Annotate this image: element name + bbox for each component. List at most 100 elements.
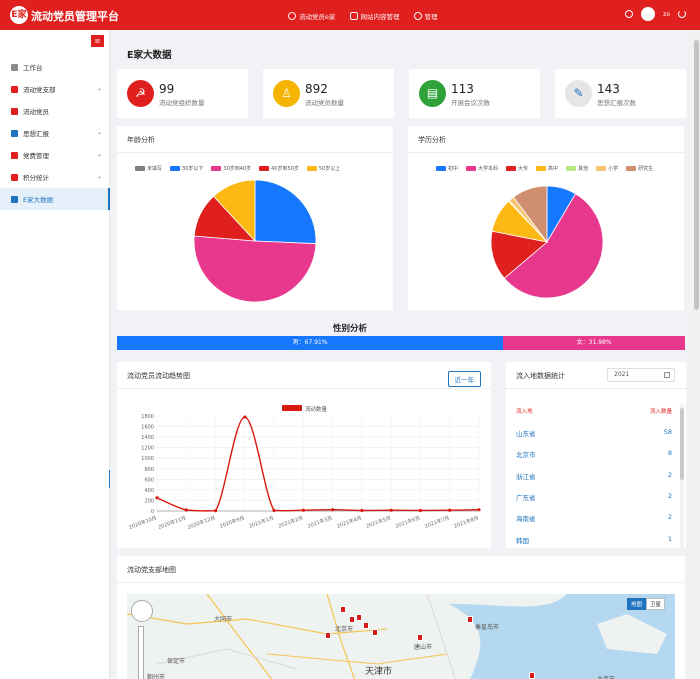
map-zoom-slider[interactable]: [138, 626, 144, 679]
pie-slice[interactable]: [512, 185, 548, 244]
pie-slice[interactable]: [193, 235, 317, 303]
nav-item-website-content[interactable]: 网站内容管理: [349, 9, 400, 23]
inflow-row[interactable]: 韩国 1: [516, 535, 672, 545]
pie-slice[interactable]: [490, 230, 548, 279]
panel-title: 流动党支部地图: [127, 566, 176, 574]
branch-marker[interactable]: [529, 672, 535, 679]
sidebar-item[interactable]: 工作台: [0, 56, 110, 78]
inflow-place[interactable]: 北京市: [516, 451, 536, 460]
legend-item[interactable]: 30岁到40岁: [211, 165, 251, 172]
inflow-place[interactable]: 广东省: [516, 493, 536, 502]
scroll-thumb[interactable]: [680, 408, 684, 480]
legend-item[interactable]: 小学: [596, 165, 618, 172]
branch-marker[interactable]: [340, 606, 346, 613]
inflow-row[interactable]: 浙江省 2: [516, 471, 672, 481]
inflow-row[interactable]: 广东省 2: [516, 492, 672, 502]
legend-label: 大学本科: [478, 166, 499, 172]
data-point[interactable]: [155, 496, 159, 500]
inflow-count: 2: [667, 470, 672, 479]
data-point[interactable]: [213, 509, 218, 513]
inflow-scrollbar[interactable]: [680, 404, 684, 554]
legend-item[interactable]: 50岁以上: [306, 165, 340, 172]
y-tick-label: 1600: [141, 425, 154, 431]
map-pan-control[interactable]: [131, 600, 153, 622]
map-place-label: 大同市: [214, 616, 233, 623]
data-point[interactable]: [448, 508, 452, 512]
satellite-view-button[interactable]: 卫星: [645, 598, 665, 610]
legend-item[interactable]: 研究生: [626, 165, 653, 172]
education-pie-chart: [490, 185, 604, 299]
nav-item-manage[interactable]: 管理: [413, 9, 438, 23]
user-name[interactable]: zo: [663, 10, 670, 18]
panel-title: 流动党员流动趋势图: [127, 372, 190, 380]
data-point[interactable]: [184, 508, 188, 512]
legend-item[interactable]: 30岁以下: [170, 165, 203, 172]
branch-marker[interactable]: [356, 614, 362, 621]
page-scrollbar[interactable]: [693, 30, 700, 679]
header-user-area: zo: [625, 7, 686, 21]
branch-marker[interactable]: [325, 632, 331, 639]
sidebar-item[interactable]: E家大数据: [0, 188, 110, 210]
inflow-count: 1: [667, 534, 672, 543]
legend-item[interactable]: 大专: [506, 165, 528, 172]
inflow-place[interactable]: 山东省: [516, 430, 536, 438]
chevron-down-icon: ⌄: [96, 151, 102, 158]
nav-item-member-home[interactable]: 流动党员e家: [288, 9, 336, 23]
legend-item[interactable]: 大学本科: [466, 165, 498, 172]
map-view-button[interactable]: 地图: [626, 598, 646, 610]
data-point[interactable]: [389, 508, 393, 512]
branch-marker[interactable]: [417, 634, 423, 641]
legend-label: 30岁到40岁: [223, 166, 252, 172]
data-point[interactable]: [301, 508, 305, 512]
inflow-table-header: 流入地 流入数量: [516, 407, 672, 415]
sidebar-item[interactable]: 思想汇报 ⌄: [0, 122, 110, 144]
branch-marker[interactable]: [349, 616, 355, 623]
menu-collapse-button[interactable]: ≡: [91, 35, 104, 47]
sidebar-item-label: 流动党支部: [23, 86, 56, 94]
year-picker[interactable]: 2021: [607, 368, 675, 382]
legend-swatch: [506, 166, 517, 171]
legend-swatch: [626, 166, 637, 171]
recent-year-button[interactable]: 近一年: [447, 371, 481, 387]
pie-slice[interactable]: [503, 193, 604, 299]
branch-marker[interactable]: [363, 622, 369, 629]
data-point[interactable]: [477, 508, 481, 512]
education-legend: 初中 大学本科 大专 高中 其他 小学 研究生: [436, 165, 666, 172]
avatar[interactable]: [641, 7, 656, 21]
message-icon[interactable]: [625, 10, 634, 18]
inflow-place[interactable]: 浙江省: [516, 472, 536, 481]
meeting-icon: ▤: [419, 80, 446, 107]
page-scroll-thumb[interactable]: [694, 40, 699, 310]
legend-swatch: [596, 166, 607, 171]
inflow-row[interactable]: 北京市 8: [516, 449, 672, 459]
sidebar-item[interactable]: 积分统计 ⌄: [0, 166, 110, 188]
legend-item[interactable]: 未填写: [135, 165, 162, 172]
branch-marker[interactable]: [467, 616, 473, 623]
inflow-place[interactable]: 海南省: [516, 515, 536, 524]
sidebar-resize-handle[interactable]: [109, 470, 110, 488]
pie-slice[interactable]: [212, 179, 256, 243]
sidebar-item[interactable]: 流动党支部 ⌄: [0, 78, 110, 100]
legend-item[interactable]: 40岁到50岁: [259, 165, 299, 172]
inflow-place[interactable]: 韩国: [516, 536, 529, 545]
top-nav: 流动党员e家 网站内容管理 管理: [288, 9, 438, 23]
legend-item[interactable]: 初中: [436, 165, 458, 172]
data-point[interactable]: [331, 508, 335, 512]
trend-legend[interactable]: 流动数量: [282, 405, 328, 413]
data-point[interactable]: [243, 415, 247, 419]
inflow-row[interactable]: 海南省 2: [516, 513, 672, 523]
sidebar-item[interactable]: 党费管理 ⌄: [0, 144, 110, 166]
sidebar-item[interactable]: 流动党员: [0, 100, 110, 122]
data-point[interactable]: [272, 508, 276, 513]
legend-swatch: [436, 166, 446, 171]
pie-slice[interactable]: [254, 179, 317, 245]
branch-marker[interactable]: [372, 629, 378, 636]
divider: [117, 152, 393, 153]
legend-item[interactable]: 高中: [536, 165, 558, 172]
inflow-row[interactable]: 山东省 58: [516, 428, 672, 438]
data-point[interactable]: [418, 508, 423, 513]
legend-item[interactable]: 其他: [566, 165, 588, 172]
logout-icon[interactable]: [678, 10, 686, 18]
data-point[interactable]: [360, 508, 364, 513]
